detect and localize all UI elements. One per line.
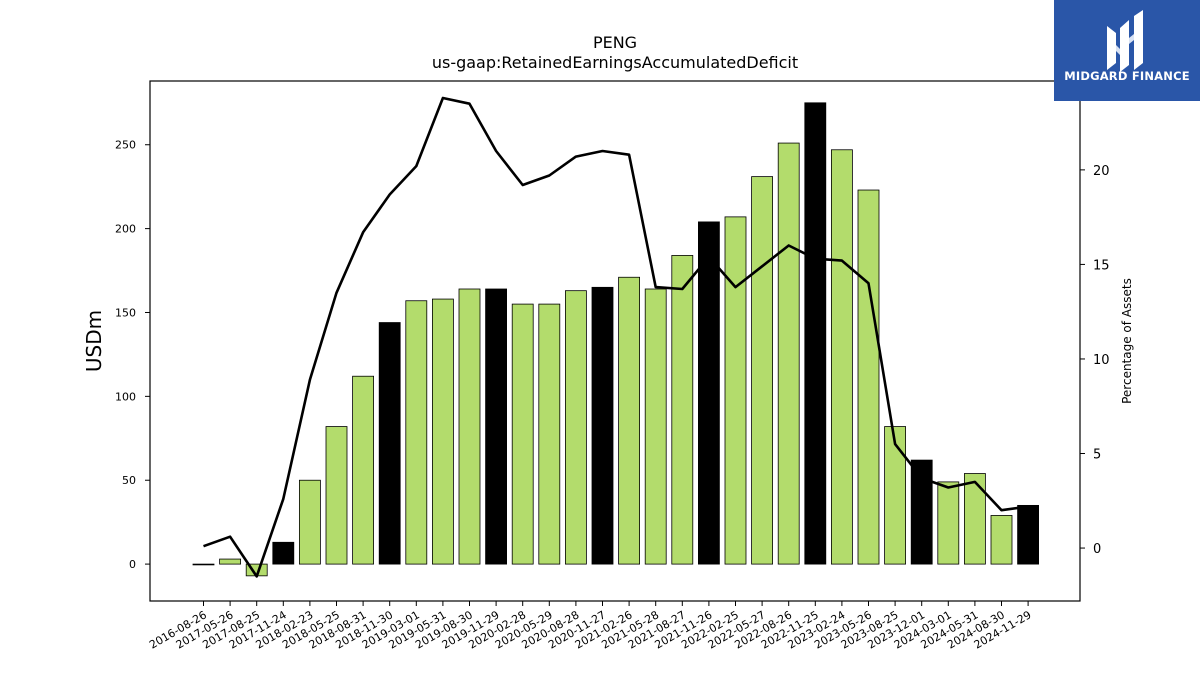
bar [325, 426, 348, 565]
logo-text: MIDGARD FINANCE [1064, 69, 1190, 83]
logo-mark-icon [1107, 10, 1143, 72]
bar [751, 176, 773, 565]
y-tick-label: 50 [122, 474, 136, 487]
company-logo: MIDGARD FINANCE [1054, 0, 1200, 101]
x-axis: 2016-08-262017-05-262017-08-252017-11-24… [147, 601, 1034, 652]
y-tick-label: 200 [115, 223, 136, 236]
y-tick-label: 250 [115, 139, 136, 152]
y-axis-right: 0 5 10 15 20 [1080, 164, 1110, 557]
chart-subtitle: us-gaap:RetainedEarningsAccumulatedDefic… [431, 53, 799, 72]
bar [378, 322, 401, 565]
percentage-line [203, 96, 1029, 578]
bar [352, 375, 375, 565]
bar [644, 288, 667, 565]
bar [192, 563, 215, 566]
y2-tick-label: 15 [1093, 258, 1110, 273]
y-tick-label: 150 [115, 306, 136, 319]
bar [511, 303, 534, 565]
bar-series [192, 102, 1039, 577]
bar [910, 459, 933, 565]
bar [724, 216, 747, 565]
bar [618, 276, 640, 565]
bar [804, 102, 827, 565]
bar [671, 255, 694, 565]
y2-tick-label: 10 [1093, 353, 1110, 368]
bar [538, 303, 561, 565]
bar [964, 473, 986, 565]
y2-tick-label: 20 [1093, 164, 1110, 179]
y-tick-label: 0 [129, 558, 136, 571]
percentage-line-series [203, 96, 1029, 578]
bar [990, 515, 1013, 565]
y-axis-left: 0 50 100 150 200 250 [115, 139, 150, 571]
bar [937, 481, 960, 565]
bar [698, 221, 720, 565]
bar [272, 541, 295, 565]
bar [857, 189, 880, 565]
bar [591, 286, 614, 565]
plot-frame [149, 80, 1081, 602]
chart-title: PENG [592, 33, 638, 52]
bar [777, 142, 800, 565]
bar [298, 479, 321, 565]
bar [458, 288, 481, 565]
y2-axis-label: Percentage of Assets [1120, 278, 1134, 404]
y-axis-label: USDm [82, 310, 106, 372]
bar [485, 288, 508, 565]
bar [884, 426, 906, 565]
y2-tick-label: 5 [1093, 448, 1101, 463]
y-tick-label: 100 [115, 390, 136, 403]
y2-tick-label: 0 [1093, 542, 1101, 557]
bar [1017, 504, 1039, 565]
bar [831, 149, 853, 565]
bar [219, 558, 242, 565]
bar [431, 298, 454, 565]
bar [405, 300, 428, 565]
bar [565, 290, 587, 565]
